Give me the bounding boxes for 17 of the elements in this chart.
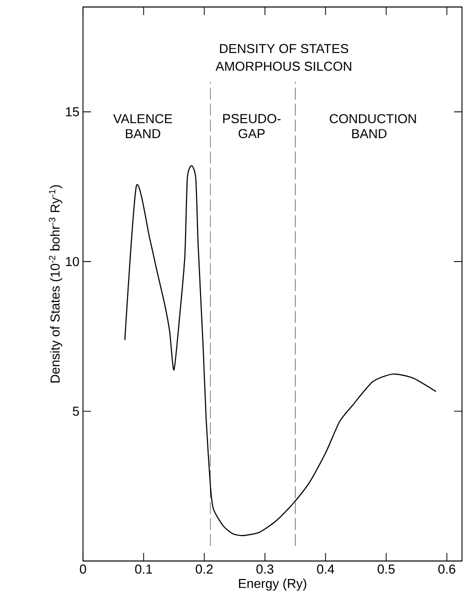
x-tick-label: 0.2 — [196, 564, 213, 574]
x-tick-label: 0.3 — [256, 564, 274, 574]
x-tick-label: 0 — [80, 564, 86, 574]
y-tick-label: 5 — [72, 406, 79, 416]
y-tick-label: 10 — [66, 256, 79, 266]
y-axis-title: Density of States (10$^{-2}$ bohr$^{-3}$ Ry$^{-1}$) — [48, 185, 62, 383]
x-tick-label: 0.6 — [438, 564, 456, 574]
x-tick-label: 0.1 — [135, 564, 152, 574]
y-tick-label: 15 — [66, 107, 79, 116]
x-axis-title: Energy (Ry) — [239, 578, 306, 591]
text: AMORPHOUS SILCON — [216, 62, 352, 71]
text: DENSITY OF STATES — [220, 44, 348, 54]
x-tick-label: 0.5 — [378, 564, 395, 574]
annotation: PSEUDO-GAP — [223, 114, 281, 138]
annotation: VALENCE BAND — [113, 114, 172, 138]
x-tick-label: 0.4 — [317, 564, 334, 574]
annotation: CONDUCTION BAND — [330, 114, 416, 138]
